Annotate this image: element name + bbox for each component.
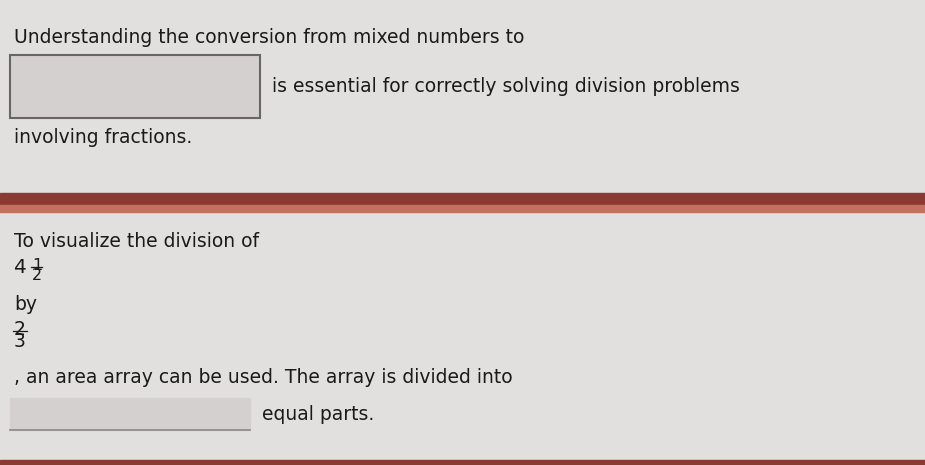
FancyBboxPatch shape xyxy=(10,55,260,118)
Text: equal parts.: equal parts. xyxy=(262,405,375,424)
Bar xyxy=(0,460,925,465)
Bar xyxy=(10,398,250,430)
Text: by: by xyxy=(14,295,37,314)
Text: 2: 2 xyxy=(14,320,26,339)
Text: is essential for correctly solving division problems: is essential for correctly solving divis… xyxy=(272,77,740,96)
Text: 4: 4 xyxy=(14,258,27,277)
Text: Understanding the conversion from mixed numbers to: Understanding the conversion from mixed … xyxy=(14,28,524,47)
Text: involving fractions.: involving fractions. xyxy=(14,128,192,147)
Bar xyxy=(0,193,925,205)
Text: To visualize the division of: To visualize the division of xyxy=(14,232,259,251)
Text: 2: 2 xyxy=(32,268,43,283)
Text: , an area array can be used. The array is divided into: , an area array can be used. The array i… xyxy=(14,368,512,387)
Text: 3: 3 xyxy=(14,332,26,351)
Text: 1: 1 xyxy=(32,258,43,273)
Bar xyxy=(0,205,925,212)
